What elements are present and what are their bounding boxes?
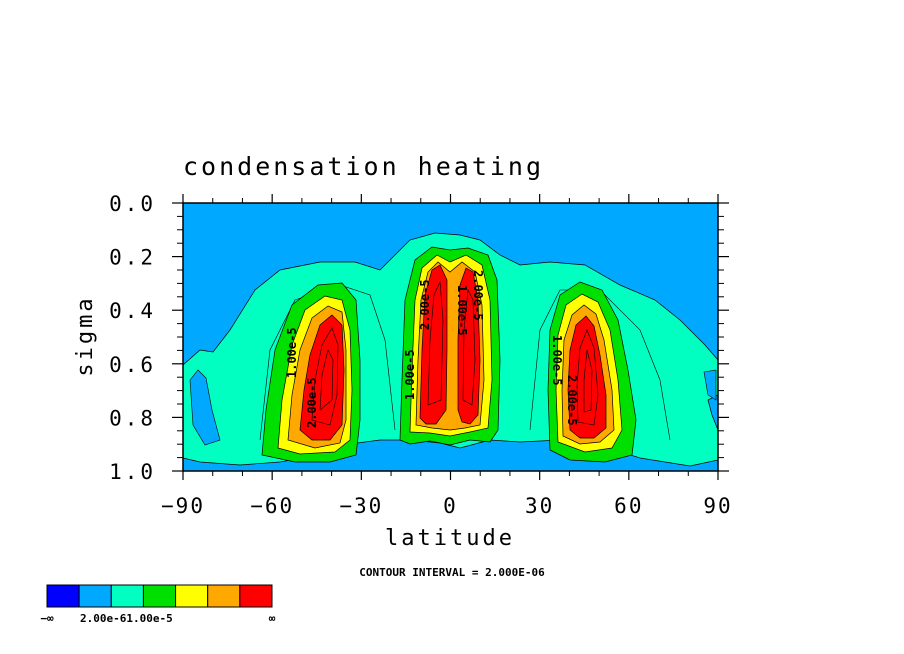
colorbar-swatch [110,584,144,608]
contour-label: 1.00e-5 [403,349,417,400]
colorbar [46,584,273,608]
y-tick-label: 0.8 [109,406,156,430]
y-axis: 0.0 0.2 0.4 0.6 0.8 1.0 [109,192,729,484]
x-tick-label: −60 [250,494,294,518]
contour-label: 1.00e-5 [455,285,469,336]
y-tick-label: 0.4 [109,299,156,323]
x-tick-label: 60 [614,494,643,518]
chart-title: condensation heating [183,152,544,181]
contour-label: 1.00e-5 [285,327,299,378]
colorbar-swatch [46,584,80,608]
colorbar-swatch [142,584,177,608]
x-tick-label: 30 [525,494,554,518]
y-axis-label: sigma [73,295,98,376]
colorbar-swatch [175,584,209,608]
colorbar-swatch [207,584,241,608]
contour-label: 2.00e-5 [305,377,319,428]
contour-label: 2.00e-5 [471,270,485,321]
colorbar-label-range: 2.00e-61.00e-5 [80,612,173,625]
blue-pocket-right [703,369,717,401]
contour-label: 2.00e-5 [565,375,579,426]
colorbar-label-neg-inf: −∞ [40,612,54,625]
colorbar-label-pos-inf: ∞ [269,612,276,625]
blue-pocket-left [189,369,221,446]
x-axis-label: latitude [385,526,515,551]
y-tick-label: 1.0 [109,460,156,484]
x-tick-label: −30 [339,494,383,518]
contour-field: 1.00e-5 2.00e-5 1.00e-5 2.00e-5 2.00e-5 … [183,203,718,471]
contour-interval-note: CONTOUR INTERVAL = 2.000E-06 [359,566,545,579]
contour-label: 2.00e-5 [418,279,432,330]
x-tick-label: −90 [161,494,205,518]
eq-red-south [419,264,448,425]
contour-label: 1.00e-5 [550,335,564,386]
colorbar-swatch [239,584,273,608]
x-axis: −90 −60 −30 0 30 60 90 [161,194,732,518]
y-tick-label: 0.6 [109,353,156,377]
x-tick-label: 0 [443,494,458,518]
y-tick-label: 0.2 [109,246,156,270]
x-tick-label: 90 [703,494,732,518]
y-tick-label: 0.0 [109,192,156,216]
colorbar-swatch [78,584,112,608]
